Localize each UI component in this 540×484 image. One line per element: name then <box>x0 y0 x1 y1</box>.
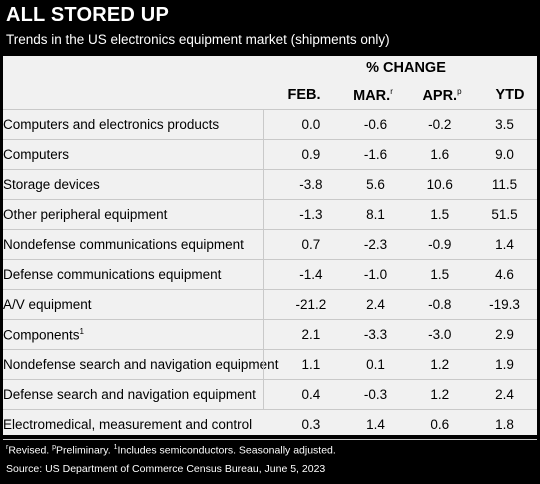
table-cell: 5.6 <box>343 169 408 200</box>
table-cell: -1.3 <box>278 199 344 230</box>
table-cell: -0.6 <box>343 109 408 140</box>
table-cell: 0.3 <box>278 409 344 440</box>
table-cell: -0.8 <box>407 289 473 320</box>
row-label: A/V equipment <box>3 289 279 320</box>
table-row: Nondefense communications equipment 0.7 -2… <box>3 229 537 260</box>
table-cell: 51.5 <box>472 199 537 230</box>
table-cell: -0.9 <box>407 229 473 260</box>
table-cell: 0.4 <box>278 379 344 410</box>
table-cell: 1.8 <box>472 409 537 440</box>
table-row: Defense communications equipment -1.4 -1.0… <box>3 259 537 290</box>
table-cell: 0.1 <box>343 349 408 380</box>
table-cell: 1.4 <box>472 229 537 260</box>
column-header-apr: APR.p <box>422 87 462 104</box>
table-cell: 0.7 <box>278 229 344 260</box>
table-cell: -21.2 <box>278 289 344 320</box>
table-cell: 1.1 <box>278 349 344 380</box>
row-label: Components1 <box>3 319 279 350</box>
table-cell: -3.8 <box>278 169 344 200</box>
table-cell: -1.4 <box>278 259 344 290</box>
table-row: Components1 2.1 -3.3 -3.0 2.9 <box>3 319 537 350</box>
table-cell: 0.6 <box>407 409 473 440</box>
column-header-ytd: YTD <box>495 87 525 103</box>
table-row: A/V equipment -21.2 2.4 -0.8 -19.3 <box>3 289 537 320</box>
table-row: Computers 0.9 -1.6 1.6 9.0 <box>3 139 537 170</box>
row-label: Nondefense communications equipment <box>3 229 279 260</box>
table-cell: 1.5 <box>407 259 473 290</box>
table-row: Electromedical, measurement and control 0… <box>3 409 537 440</box>
table-cell: 2.9 <box>472 319 537 350</box>
page-subtitle: Trends in the US electronics equipment m… <box>6 32 390 47</box>
column-divider <box>263 109 264 410</box>
table-cell: 9.0 <box>472 139 537 170</box>
table-cell: -1.6 <box>343 139 408 170</box>
row-label: Electromedical, measurement and control <box>3 409 279 440</box>
column-header-feb: FEB. <box>287 87 321 103</box>
data-table-panel: % CHANGE FEB. MAR.r APR.p YTD Computers … <box>3 56 537 440</box>
row-label: Defense communications equipment <box>3 259 279 290</box>
table-cell: 2.1 <box>278 319 344 350</box>
row-label: Other peripheral equipment <box>3 199 279 230</box>
row-label: Defense search and navigation equipment <box>3 379 279 410</box>
table-cell: 3.5 <box>472 109 537 140</box>
page-title: ALL STORED UP <box>6 4 169 26</box>
table-cell: -2.3 <box>343 229 408 260</box>
table-cell: 4.6 <box>472 259 537 290</box>
table-row: Other peripheral equipment -1.3 8.1 1.5 51.5 <box>3 199 537 230</box>
table-cell: -1.0 <box>343 259 408 290</box>
table-cell: 0.0 <box>278 109 344 140</box>
table-cell: 1.5 <box>407 199 473 230</box>
table-cell: 1.2 <box>407 379 473 410</box>
row-label: Nondefense search and navigation equipme… <box>3 349 279 380</box>
table-cell: 8.1 <box>343 199 408 230</box>
table-cell: -3.0 <box>407 319 473 350</box>
percent-change-header: % CHANGE <box>366 60 446 76</box>
row-label: Computers <box>3 139 279 170</box>
table-row: Storage devices -3.8 5.6 10.6 11.5 <box>3 169 537 200</box>
table-row: Computers and electronics products 0.0 -0.… <box>3 109 537 140</box>
table-row: Defense search and navigation equipment 0… <box>3 379 537 410</box>
source-note: Source: US Department of Commerce Census… <box>6 463 326 475</box>
table-cell: 10.6 <box>407 169 473 200</box>
table-cell: 11.5 <box>472 169 537 200</box>
table-cell: 1.2 <box>407 349 473 380</box>
table-cell: 1.6 <box>407 139 473 170</box>
data-table: Computers and electronics products 0.0 -0.… <box>3 109 537 440</box>
table-cell: 0.9 <box>278 139 344 170</box>
table-cell: 1.4 <box>343 409 408 440</box>
table-cell: -0.3 <box>343 379 408 410</box>
table-cell: -19.3 <box>472 289 537 320</box>
table-cell: 2.4 <box>343 289 408 320</box>
footnote: rRevised. pPreliminary. 1Includes semico… <box>6 444 336 457</box>
table-cell: -3.3 <box>343 319 408 350</box>
table-row: Nondefense search and navigation equipme… <box>3 349 537 380</box>
table-cell: 1.9 <box>472 349 537 380</box>
table-cell: 2.4 <box>472 379 537 410</box>
row-label: Computers and electronics products <box>3 109 279 140</box>
table-cell: -0.2 <box>407 109 473 140</box>
row-label: Storage devices <box>3 169 279 200</box>
column-header-mar: MAR.r <box>353 87 393 104</box>
